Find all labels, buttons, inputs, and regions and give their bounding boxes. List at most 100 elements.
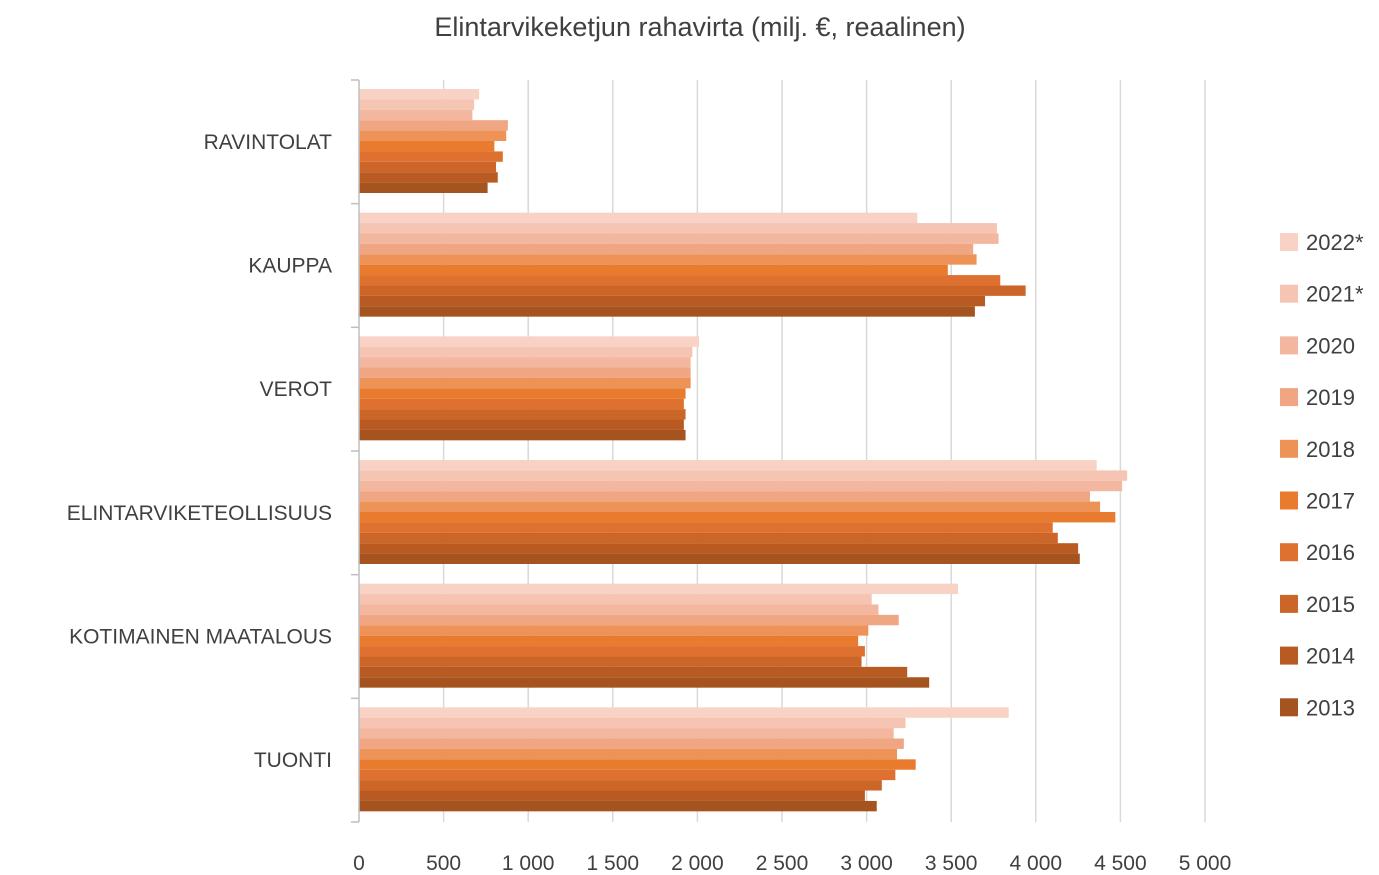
category-label: KOTIMAINEN MAATALOUS bbox=[69, 626, 332, 649]
x-tick-label: 5 000 bbox=[1179, 852, 1232, 875]
bar bbox=[359, 212, 918, 224]
gridlines bbox=[442, 80, 1206, 822]
bar bbox=[359, 625, 869, 636]
bar bbox=[359, 275, 1001, 286]
bar bbox=[359, 677, 930, 688]
bar bbox=[359, 480, 1123, 492]
legend-swatch bbox=[1280, 233, 1298, 251]
bar bbox=[359, 491, 1090, 502]
x-tick-label: 0 bbox=[353, 852, 365, 875]
category-label: RAVINTOLAT bbox=[204, 131, 333, 154]
bar bbox=[359, 419, 684, 430]
legend-swatch bbox=[1280, 336, 1298, 355]
x-tick-label: 3 000 bbox=[840, 852, 893, 875]
bar bbox=[359, 790, 865, 801]
legend: 2022* 2021* 2020 2019 2018 2017 2016 2015 2014 20… bbox=[1280, 230, 1364, 720]
legend-label: 2019 bbox=[1306, 385, 1355, 410]
bar bbox=[359, 543, 1079, 554]
bar bbox=[359, 759, 916, 770]
bar bbox=[359, 336, 700, 347]
bar bbox=[359, 388, 686, 399]
bar bbox=[359, 594, 872, 605]
x-tick-label: 2 000 bbox=[671, 852, 724, 875]
bar bbox=[359, 800, 877, 812]
legend-label: 2021* bbox=[1306, 282, 1364, 307]
legend-label: 2014 bbox=[1306, 644, 1355, 669]
x-tick-label: 1 000 bbox=[502, 852, 555, 875]
bar bbox=[359, 285, 1026, 296]
bar bbox=[359, 728, 894, 739]
bar bbox=[359, 109, 473, 121]
bar bbox=[359, 264, 948, 276]
bar bbox=[359, 522, 1053, 533]
legend-swatch bbox=[1280, 439, 1298, 458]
legend-swatch bbox=[1280, 491, 1298, 510]
legend-label: 2017 bbox=[1306, 489, 1355, 514]
legend-label: 2016 bbox=[1306, 540, 1355, 565]
bar bbox=[359, 635, 859, 647]
bar bbox=[359, 367, 691, 378]
legend-label: 2013 bbox=[1306, 695, 1355, 720]
bar bbox=[359, 707, 1009, 718]
y-axis bbox=[351, 79, 360, 823]
bar bbox=[359, 470, 1128, 481]
legend-swatch bbox=[1280, 594, 1298, 613]
bar bbox=[359, 130, 507, 141]
bar bbox=[359, 254, 977, 265]
category-label: TUONTI bbox=[254, 749, 332, 772]
x-tick-label: 1 500 bbox=[587, 852, 640, 875]
category-label: VEROT bbox=[260, 378, 333, 401]
bar bbox=[359, 398, 684, 410]
legend-swatch bbox=[1280, 284, 1298, 303]
bar bbox=[359, 151, 503, 162]
bar bbox=[359, 532, 1058, 544]
bar bbox=[359, 161, 497, 173]
x-tick-label: 4 000 bbox=[1010, 852, 1063, 875]
bar bbox=[359, 583, 958, 595]
bar bbox=[359, 666, 908, 678]
legend-swatch bbox=[1280, 646, 1298, 665]
bars bbox=[359, 89, 1128, 812]
legend-label: 2015 bbox=[1306, 592, 1355, 617]
bar bbox=[359, 512, 1116, 523]
x-tick-label: 3 500 bbox=[925, 852, 978, 875]
bar bbox=[359, 223, 997, 234]
bar bbox=[359, 377, 691, 389]
bar bbox=[359, 429, 686, 441]
bar bbox=[359, 717, 906, 729]
bar bbox=[359, 346, 693, 358]
legend-swatch bbox=[1280, 698, 1298, 717]
legend-swatch bbox=[1280, 543, 1298, 562]
chart-title: Elintarvikeketjun rahavirta (milj. €, re… bbox=[434, 12, 966, 42]
x-tick-label: 500 bbox=[426, 852, 461, 875]
x-tick-label: 4 500 bbox=[1094, 852, 1147, 875]
bar bbox=[359, 646, 865, 657]
category-label: ELINTARVIKETEOLLISUUS bbox=[67, 502, 332, 525]
bar bbox=[359, 738, 904, 749]
bar bbox=[359, 295, 986, 307]
bar bbox=[359, 141, 495, 152]
bar bbox=[359, 604, 879, 615]
bar bbox=[359, 656, 862, 667]
x-tick-label: 2 500 bbox=[756, 852, 809, 875]
bar bbox=[359, 748, 898, 760]
bar bbox=[359, 769, 896, 781]
bar bbox=[359, 99, 475, 110]
bar bbox=[359, 614, 899, 626]
bar bbox=[359, 409, 686, 420]
bar bbox=[359, 780, 882, 791]
bar bbox=[359, 89, 480, 100]
category-labels: RAVINTOLAT KAUPPA VEROT ELINTARVIKETEOLLISU… bbox=[67, 131, 332, 772]
legend-swatch bbox=[1280, 388, 1298, 407]
bar bbox=[359, 120, 508, 131]
x-tick-labels: 0 500 1 000 1 500 2 000 2 500 3 000 3 500 4 000 4… bbox=[353, 852, 1231, 875]
bar bbox=[359, 233, 999, 244]
bar bbox=[359, 501, 1101, 512]
legend-label: 2018 bbox=[1306, 437, 1355, 462]
bar bbox=[359, 243, 974, 255]
bar bbox=[359, 553, 1080, 564]
bar bbox=[359, 460, 1097, 471]
legend-label: 2020 bbox=[1306, 333, 1355, 358]
bar bbox=[359, 172, 498, 183]
category-label: KAUPPA bbox=[248, 255, 332, 278]
